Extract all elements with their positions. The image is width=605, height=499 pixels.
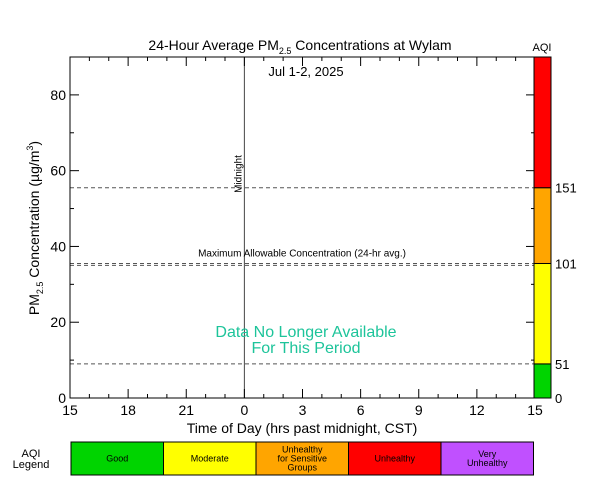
aqi-band-3 <box>533 56 552 189</box>
x-tick-label: 15 <box>62 402 78 418</box>
aqi-bar-label: 0 <box>555 391 562 406</box>
aqi-bar-label: 101 <box>555 256 577 271</box>
no-data-message-line-1: Data No Longer Available <box>215 324 396 341</box>
aqi-bar-title: AQI <box>533 42 552 54</box>
max-allowable-label: Maximum Allowable Concentration (24-hr a… <box>198 248 406 259</box>
x-tick-label: 18 <box>120 402 136 418</box>
aqi-legend-title-line-1: AQI <box>22 448 41 460</box>
aqi-band-0 <box>533 363 552 399</box>
aqi-color-bar <box>533 56 552 399</box>
x-axis-label: Time of Day (hrs past midnight, CST) <box>187 420 418 436</box>
legend-box-2 <box>255 441 349 476</box>
legend-label: Groups <box>287 463 317 473</box>
aqi-band-1 <box>533 262 552 365</box>
y-tick-label: 40 <box>50 238 66 254</box>
legend-label: Very <box>478 449 497 459</box>
aqi-band-2 <box>533 187 552 264</box>
x-tick-label: 0 <box>240 402 248 418</box>
legend-label: Unhealthy <box>374 454 415 464</box>
legend-label: Unhealthy <box>467 458 508 468</box>
x-tick-label: 9 <box>415 402 423 418</box>
y-tick-label: 0 <box>58 390 66 406</box>
aqi-bar-labels: 0 51 101 151 <box>555 181 577 406</box>
y-tick-label: 20 <box>50 314 66 330</box>
legend-label: for Sensitive <box>277 454 327 464</box>
date-label: Jul 1-2, 2025 <box>268 64 343 79</box>
legend-label: Good <box>106 454 128 464</box>
y-axis-label: PM2.5 Concentration (µg/m3) <box>25 141 45 315</box>
midnight-label: Midnight <box>233 155 244 193</box>
x-tick-label: 3 <box>299 402 307 418</box>
legend-box-0 <box>70 441 164 476</box>
legend-label: Unhealthy <box>282 445 323 455</box>
y-tick-label: 60 <box>50 163 66 179</box>
aqi-legend-title-line-2: Legend <box>13 459 50 471</box>
x-tick-label: 21 <box>178 402 194 418</box>
y-axis-ticks: 0 20 40 60 80 <box>50 87 535 406</box>
chart-title: 24-Hour Average PM2.5 Concentrations at … <box>148 37 451 56</box>
midnight-marker: Midnight <box>233 57 245 398</box>
x-tick-label: 6 <box>357 402 365 418</box>
x-tick-label: 12 <box>469 402 485 418</box>
x-tick-label: 15 <box>527 402 543 418</box>
legend-box-4 <box>440 441 534 476</box>
no-data-message-line-2: For This Period <box>251 340 360 357</box>
y-tick-label: 80 <box>50 87 66 103</box>
x-axis-ticks: 15 18 21 0 3 6 9 12 15 <box>62 57 543 418</box>
legend-label: Moderate <box>191 454 229 464</box>
aqi-bar-label: 51 <box>555 357 569 372</box>
reference-lines <box>70 187 535 365</box>
aqi-bar-label: 151 <box>555 181 577 196</box>
